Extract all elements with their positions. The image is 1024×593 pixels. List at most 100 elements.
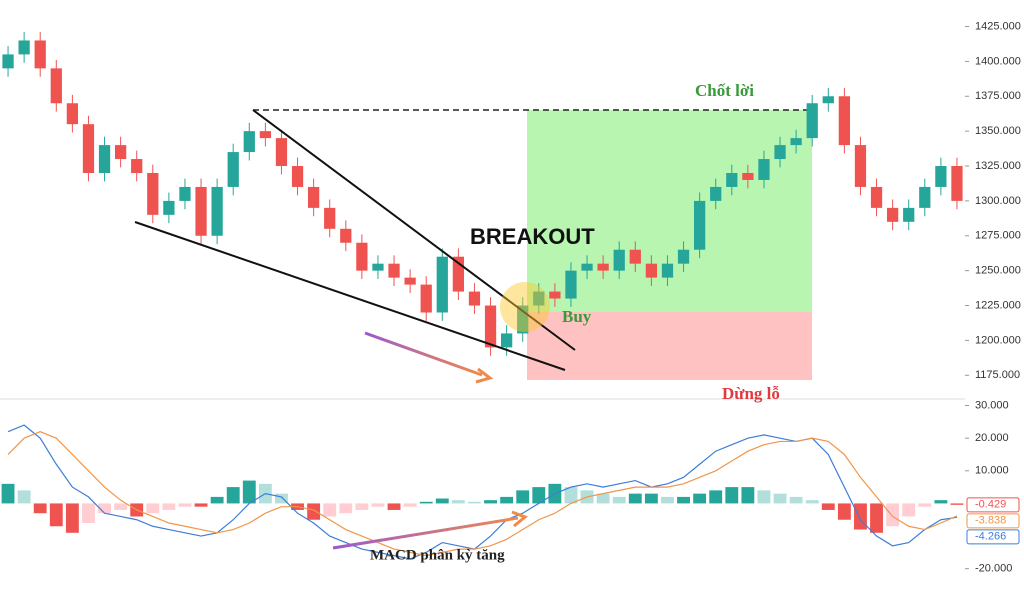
candle-body bbox=[468, 291, 481, 306]
histogram-bar bbox=[451, 500, 465, 504]
histogram-bar bbox=[516, 490, 530, 504]
histogram-bar bbox=[500, 496, 514, 504]
histogram-bar bbox=[854, 503, 867, 530]
histogram-bar bbox=[902, 503, 916, 517]
histogram-bar bbox=[403, 503, 417, 507]
histogram-bar bbox=[773, 493, 787, 504]
candle-body bbox=[838, 96, 851, 146]
candle-body bbox=[597, 263, 609, 271]
candle-body bbox=[822, 96, 834, 104]
histogram-bar bbox=[532, 487, 546, 504]
candle-body bbox=[356, 242, 368, 271]
histogram-bar bbox=[17, 490, 31, 504]
candle-body bbox=[870, 186, 883, 208]
arrow-head bbox=[475, 367, 494, 384]
y-tick-label: 1200.000 bbox=[975, 334, 1021, 346]
divergence-arrow bbox=[332, 516, 519, 550]
y-tick-label: 1250.000 bbox=[975, 265, 1021, 277]
histogram-bar bbox=[484, 500, 497, 504]
take-profit-label: Chốt lời bbox=[695, 81, 754, 100]
histogram-bar bbox=[628, 493, 642, 504]
candle-body bbox=[484, 305, 497, 348]
candle-body bbox=[806, 103, 818, 139]
y-tick-label: 30.000 bbox=[975, 399, 1009, 411]
candle-body bbox=[758, 159, 770, 180]
histogram-bar bbox=[741, 487, 755, 504]
histogram-bar bbox=[307, 503, 321, 520]
histogram-bar bbox=[757, 490, 771, 504]
histogram-bar bbox=[693, 493, 707, 504]
value-badge bbox=[966, 529, 1020, 545]
candle-body bbox=[677, 249, 690, 264]
y-tick-label: 1350.000 bbox=[975, 125, 1021, 137]
candle-body bbox=[533, 291, 545, 306]
candle-body bbox=[340, 228, 352, 243]
y-tick-label: 1225.000 bbox=[975, 299, 1021, 311]
divergence-label: MACD phân kỳ tăng bbox=[370, 547, 505, 563]
candle-body bbox=[645, 263, 658, 278]
histogram-bar bbox=[870, 503, 883, 533]
candle-body bbox=[790, 138, 802, 146]
histogram-bar bbox=[564, 487, 578, 504]
arrow-head bbox=[511, 510, 528, 528]
histogram-bar bbox=[725, 487, 739, 504]
histogram-bar bbox=[435, 498, 449, 504]
candle-body bbox=[18, 40, 30, 55]
histogram-bar bbox=[210, 496, 224, 504]
histogram-bar bbox=[355, 503, 369, 510]
candle-body bbox=[66, 103, 79, 125]
candle-body bbox=[243, 131, 255, 153]
y-tick-label: 1275.000 bbox=[975, 230, 1021, 242]
histogram-bar bbox=[918, 503, 932, 507]
candle-body bbox=[227, 152, 239, 187]
candle-body bbox=[50, 68, 62, 104]
candle-body bbox=[500, 333, 513, 348]
candle-body bbox=[886, 207, 899, 222]
candle-body bbox=[163, 200, 175, 215]
candle-body bbox=[131, 159, 143, 173]
y-tick-label: 1300.000 bbox=[975, 195, 1021, 207]
histogram-bar bbox=[275, 493, 288, 504]
histogram-bar bbox=[387, 503, 401, 510]
histogram-bar bbox=[837, 503, 851, 520]
trend-line bbox=[134, 221, 566, 371]
histogram-bar bbox=[242, 480, 256, 504]
candle-body bbox=[774, 145, 786, 160]
last-value-label: -3.838 bbox=[975, 515, 1006, 527]
value-badge bbox=[966, 513, 1020, 529]
histogram-bar bbox=[644, 493, 658, 504]
histogram-bar bbox=[789, 496, 803, 504]
y-tick-label: -20.000 bbox=[975, 563, 1012, 575]
candle-body bbox=[211, 186, 223, 236]
candle-body bbox=[404, 277, 416, 285]
histogram-bar bbox=[1, 483, 15, 504]
macd-line bbox=[7, 424, 958, 560]
candle-body bbox=[517, 305, 529, 334]
histogram-bar bbox=[146, 503, 160, 514]
candle-body bbox=[372, 263, 384, 271]
stop-loss-label: Dừng lỗ bbox=[722, 384, 780, 403]
candle-body bbox=[549, 291, 561, 299]
candle-body bbox=[420, 284, 432, 313]
buy-label: Buy bbox=[562, 307, 592, 326]
histogram-bar bbox=[82, 503, 95, 523]
histogram-bar bbox=[339, 503, 353, 514]
histogram-bar bbox=[114, 503, 128, 510]
histogram-bar bbox=[805, 500, 819, 504]
histogram-bar bbox=[178, 503, 192, 507]
y-tick-label: 20.000 bbox=[975, 432, 1009, 444]
histogram-bar bbox=[677, 496, 690, 504]
histogram-bar bbox=[33, 503, 47, 514]
candle-body bbox=[629, 249, 641, 264]
candle-body bbox=[291, 166, 304, 187]
last-value-label: -4.266 bbox=[975, 531, 1006, 543]
candle-body bbox=[613, 249, 625, 271]
histogram-bar bbox=[661, 496, 674, 504]
histogram-bar bbox=[596, 493, 610, 504]
histogram-bar bbox=[821, 503, 835, 510]
candle-body bbox=[452, 256, 465, 292]
histogram-bar bbox=[709, 490, 723, 504]
y-tick-label: 1400.000 bbox=[975, 55, 1021, 67]
candle-body bbox=[34, 40, 46, 69]
loss-zone bbox=[527, 312, 812, 380]
